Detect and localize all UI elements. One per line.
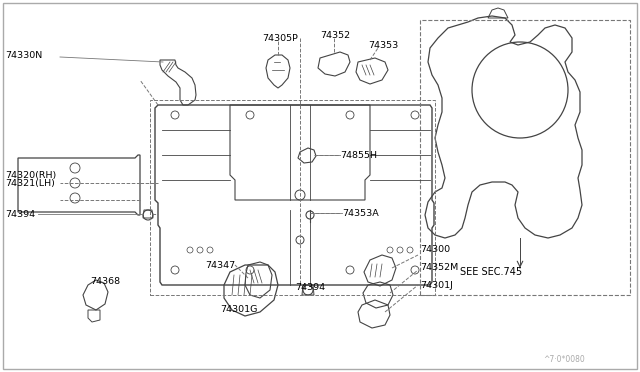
Text: 74352: 74352	[320, 31, 350, 39]
Text: 74305P: 74305P	[262, 33, 298, 42]
Text: 74353: 74353	[368, 41, 398, 49]
Text: 74321(LH): 74321(LH)	[5, 179, 55, 187]
Text: 74394: 74394	[295, 283, 325, 292]
Text: 74352M: 74352M	[420, 263, 458, 273]
Text: 74300: 74300	[420, 246, 450, 254]
Text: SEE SEC.745: SEE SEC.745	[460, 267, 522, 277]
Bar	[420, 20, 630, 295]
Text: 74301J: 74301J	[420, 280, 453, 289]
Text: 74368: 74368	[90, 278, 120, 286]
Text: 74347: 74347	[205, 260, 235, 269]
Bar	[150, 100, 435, 295]
Text: 74855H: 74855H	[340, 151, 377, 160]
Text: 74320(RH): 74320(RH)	[5, 170, 56, 180]
Text: 74353A: 74353A	[342, 208, 379, 218]
Text: 74394: 74394	[5, 209, 35, 218]
Text: 74301G: 74301G	[220, 305, 257, 314]
Text: 74330N: 74330N	[5, 51, 42, 60]
Text: ^7·0*0080: ^7·0*0080	[543, 356, 585, 365]
